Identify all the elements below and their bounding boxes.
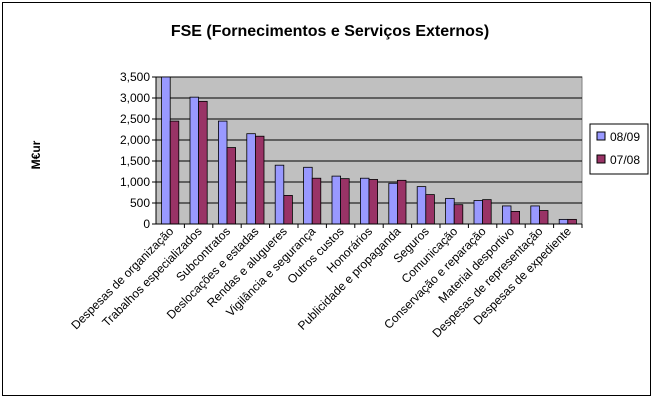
y-tick-label: 500 bbox=[130, 196, 150, 210]
axes bbox=[155, 77, 582, 225]
bar-08-09-5 bbox=[303, 166, 313, 225]
chart-title: FSE (Fornecimentos e Serviços Externos) bbox=[171, 23, 489, 40]
bar-07-08-6 bbox=[340, 178, 350, 225]
bar-07-08-1 bbox=[198, 100, 208, 225]
bar-08-09-7 bbox=[359, 177, 370, 225]
bar-07-08-9 bbox=[425, 194, 435, 225]
bar-08-09-10 bbox=[445, 197, 455, 225]
bar-08-09-13 bbox=[530, 205, 540, 225]
bar-07-08-13 bbox=[539, 210, 549, 225]
y-tick-label: 1,500 bbox=[120, 154, 150, 168]
bar-07-08-2 bbox=[226, 147, 237, 225]
y-tick-label: 2,000 bbox=[120, 133, 150, 147]
bar-08-09-0 bbox=[161, 76, 171, 225]
y-tick-label: 2,500 bbox=[120, 112, 150, 126]
legend-swatch-0809 bbox=[596, 131, 606, 141]
bar-07-08-11 bbox=[482, 199, 492, 225]
legend-label-0708: 07/08 bbox=[610, 153, 640, 167]
bar-08-09-2 bbox=[217, 120, 228, 225]
bar-08-09-6 bbox=[331, 175, 342, 225]
bars bbox=[161, 76, 577, 225]
legend-swatch-0708 bbox=[596, 154, 606, 164]
bar-08-09-3 bbox=[246, 133, 256, 225]
bar-08-09-1 bbox=[189, 96, 200, 225]
y-tick-label: 1,000 bbox=[120, 175, 150, 189]
y-axis-ticks: 0 500 1,000 1,500 2,000 2,500 3,000 3,500 bbox=[120, 70, 156, 231]
bar-07-08-4 bbox=[283, 195, 293, 225]
bar-07-08-7 bbox=[368, 179, 379, 225]
bar-08-09-8 bbox=[388, 182, 398, 225]
y-axis-label: M€ur bbox=[29, 140, 43, 169]
bar-07-08-14 bbox=[567, 218, 577, 225]
bar-08-09-14 bbox=[558, 218, 569, 225]
bar-08-09-9 bbox=[416, 186, 427, 225]
bar-07-08-8 bbox=[396, 179, 407, 225]
y-tick-label: 3,000 bbox=[120, 91, 150, 105]
bar-07-08-5 bbox=[311, 177, 322, 225]
legend-label-0809: 08/09 bbox=[610, 130, 640, 144]
bar-07-08-10 bbox=[453, 204, 464, 225]
bar-07-08-0 bbox=[169, 120, 180, 225]
bar-08-09-12 bbox=[501, 205, 512, 225]
y-tick-label: 0 bbox=[143, 217, 150, 231]
bar-08-09-4 bbox=[274, 164, 285, 225]
legend: 08/09 07/08 bbox=[589, 123, 649, 175]
bar-07-08-3 bbox=[254, 135, 265, 225]
bar-08-09-11 bbox=[473, 200, 484, 225]
y-tick-label: 3,500 bbox=[120, 70, 150, 84]
bar-07-08-12 bbox=[510, 210, 521, 225]
